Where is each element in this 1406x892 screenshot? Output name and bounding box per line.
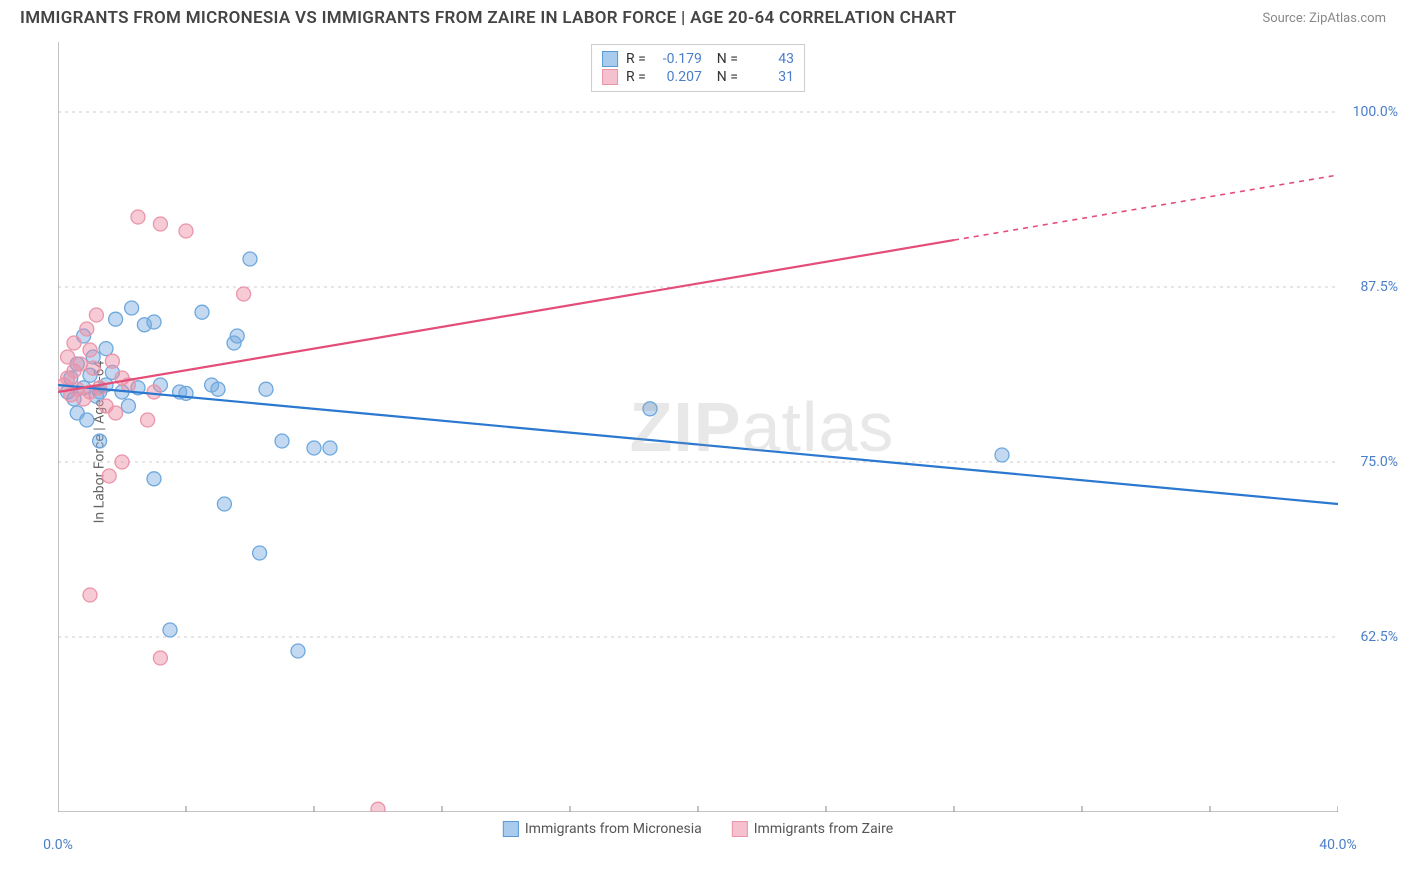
n-value-zaire: 31: [746, 69, 794, 85]
legend-item-micronesia: Immigrants from Micronesia: [503, 821, 702, 837]
series-legend: Immigrants from Micronesia Immigrants fr…: [497, 821, 899, 837]
swatch-zaire: [602, 69, 618, 85]
y-tick-label: 100.0%: [1353, 104, 1398, 120]
r-label: R =: [626, 51, 646, 67]
n-label: N =: [710, 69, 738, 85]
legend-row-zaire: R = 0.207 N = 31: [602, 69, 794, 85]
r-label: R =: [626, 69, 646, 85]
legend-row-micronesia: R = -0.179 N = 43: [602, 51, 794, 67]
source-label: Source: ZipAtlas.com: [1262, 11, 1386, 26]
n-value-micronesia: 43: [746, 51, 794, 67]
x-tick-label: 0.0%: [43, 837, 73, 853]
swatch-micronesia: [602, 51, 618, 67]
y-tick-labels: 62.5% 75.0% 87.5% 100.0%: [1338, 42, 1398, 812]
x-tick-label: 40.0%: [1319, 837, 1357, 853]
chart-svg: [58, 42, 1338, 812]
swatch-zaire: [732, 821, 748, 837]
plot-area: R = -0.179 N = 43 R = 0.207 N = 31 ZIPat…: [58, 42, 1338, 812]
r-value-zaire: 0.207: [654, 69, 702, 85]
y-tick-label: 87.5%: [1360, 279, 1398, 295]
r-value-micronesia: -0.179: [654, 51, 702, 67]
n-label: N =: [710, 51, 738, 67]
y-tick-label: 62.5%: [1360, 629, 1398, 645]
chart-container: In Labor Force | Age 20-64 R = -0.179 N …: [48, 42, 1388, 842]
legend-label-zaire: Immigrants from Zaire: [754, 821, 893, 837]
correlation-legend: R = -0.179 N = 43 R = 0.207 N = 31: [591, 44, 805, 92]
legend-label-micronesia: Immigrants from Micronesia: [525, 821, 702, 837]
chart-title: IMMIGRANTS FROM MICRONESIA VS IMMIGRANTS…: [20, 8, 956, 28]
swatch-micronesia: [503, 821, 519, 837]
legend-item-zaire: Immigrants from Zaire: [732, 821, 893, 837]
y-tick-label: 75.0%: [1360, 454, 1398, 470]
